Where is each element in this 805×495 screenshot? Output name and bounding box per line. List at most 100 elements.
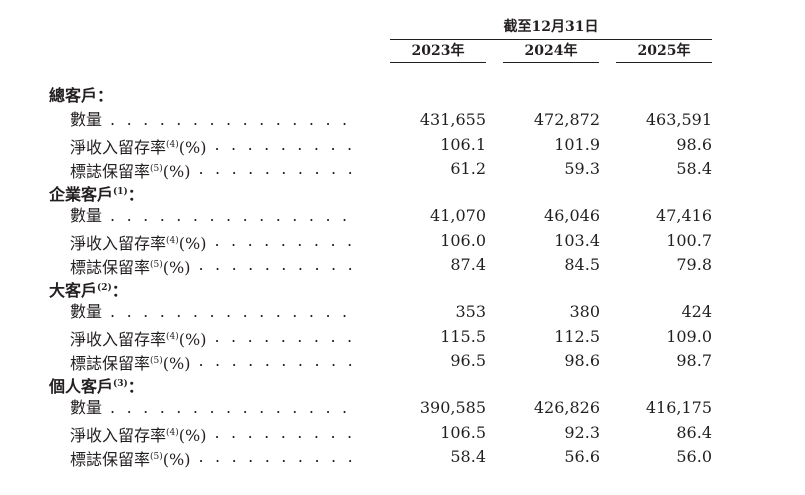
table-row: 標誌保留率(5)(%) . . . . . . . . . . . . . . .…	[70, 445, 712, 469]
cell-value: 103.4	[554, 231, 600, 250]
unit-suffix: (%)	[162, 162, 191, 181]
dot-leader: . . . . . . . . . . . . . . . . . . . . …	[198, 255, 360, 274]
section-title-colon: ：	[111, 281, 128, 300]
footnote-marker: (3)	[113, 379, 128, 389]
row-label: 數量	[70, 108, 102, 132]
section-title-total: 總客戶：	[49, 86, 113, 106]
dot-leader: . . . . . . . . . . . . . . . . . . . . …	[110, 398, 360, 417]
dot-leader: . . . . . . . . . . . . . . . . . . . . …	[110, 110, 360, 129]
dot-leader: . . . . . . . . . . . . . . . . . . . . …	[198, 447, 360, 466]
cell-value: 472,872	[533, 110, 600, 129]
table-row: 淨收入留存率(4)(%) . . . . . . . . . . . . . . …	[70, 229, 712, 253]
cell-value: 463,591	[645, 110, 712, 129]
year-header-2025: 2025年	[637, 43, 691, 59]
row-label-text: 淨收入留存率	[70, 234, 167, 253]
table-row: 標誌保留率(5)(%) . . . . . . . . . . . . . . .…	[70, 253, 712, 277]
cell-value: 112.5	[554, 327, 600, 346]
cell-value: 98.6	[564, 351, 600, 370]
cell-value: 100.7	[666, 231, 712, 250]
footnote-marker: (5)	[150, 260, 163, 270]
dot-leader: . . . . . . . . . . . . . . . . . . . . …	[110, 302, 360, 321]
row-label: 數量	[70, 204, 102, 228]
period-group-rule	[390, 39, 712, 40]
year-header-2024: 2024年	[524, 43, 578, 59]
cell-value: 92.3	[564, 423, 600, 442]
table-row: 淨收入留存率(4)(%) . . . . . . . . . . . . . . …	[70, 133, 712, 157]
row-label-text: 標誌保留率	[70, 450, 151, 469]
footnote-marker: (4)	[166, 332, 179, 342]
footnote-marker: (5)	[150, 452, 163, 462]
section-title-text: 個人客戶	[49, 377, 114, 396]
row-label-text: 數量	[70, 398, 103, 417]
footnote-marker: (4)	[166, 428, 179, 438]
row-label: 淨收入留存率(4)(%)	[70, 421, 206, 448]
row-label-text: 數量	[70, 206, 103, 225]
footnote-marker: (5)	[150, 356, 163, 366]
unit-suffix: (%)	[178, 234, 207, 253]
unit-suffix: (%)	[162, 258, 191, 277]
dot-leader: . . . . . . . . . . . . . . . . . . . . …	[110, 206, 360, 225]
cell-value: 431,655	[419, 110, 486, 129]
footnote-marker: (1)	[113, 187, 128, 197]
cell-value: 426,826	[533, 398, 600, 417]
cell-value: 106.5	[440, 423, 486, 442]
unit-suffix: (%)	[178, 138, 207, 157]
section-title-colon: ：	[97, 86, 114, 105]
cell-value: 416,175	[645, 398, 712, 417]
footnote-marker: (4)	[166, 236, 179, 246]
dot-leader: . . . . . . . . . . . . . . . . . . . . …	[198, 351, 360, 370]
unit-suffix: (%)	[178, 426, 207, 445]
dot-leader: . . . . . . . . . . . . . . . . . . . . …	[214, 135, 360, 154]
unit-suffix: (%)	[178, 330, 207, 349]
cell-value: 115.5	[440, 327, 486, 346]
cell-value: 58.4	[676, 159, 712, 178]
row-label-text: 數量	[70, 302, 103, 321]
section-title-text: 大客戶	[49, 281, 98, 300]
cell-value: 109.0	[666, 327, 712, 346]
cell-value: 46,046	[544, 206, 600, 225]
footnote-marker: (4)	[166, 140, 179, 150]
row-label-text: 標誌保留率	[70, 162, 151, 181]
cell-value: 106.0	[440, 231, 486, 250]
table-row: 數量 . . . . . . . . . . . . . . . . . . . …	[70, 204, 712, 228]
year-rule-2023	[390, 62, 486, 63]
table-row: 標誌保留率(5)(%) . . . . . . . . . . . . . . .…	[70, 157, 712, 181]
cell-value: 58.4	[450, 447, 486, 466]
section-title-large: 大客戶(2)：	[49, 278, 128, 301]
dot-leader: . . . . . . . . . . . . . . . . . . . . …	[214, 231, 360, 250]
section-title-colon: ：	[127, 185, 144, 204]
row-label: 淨收入留存率(4)(%)	[70, 325, 206, 352]
table-row: 數量 . . . . . . . . . . . . . . . . . . . …	[70, 300, 712, 324]
cell-value: 47,416	[656, 206, 712, 225]
cell-value: 98.6	[676, 135, 712, 154]
cell-value: 41,070	[430, 206, 486, 225]
cell-value: 79.8	[676, 255, 712, 274]
cell-value: 59.3	[564, 159, 600, 178]
cell-value: 101.9	[554, 135, 600, 154]
row-label: 標誌保留率(5)(%)	[70, 157, 190, 184]
dot-leader: . . . . . . . . . . . . . . . . . . . . …	[214, 423, 360, 442]
dot-leader: . . . . . . . . . . . . . . . . . . . . …	[198, 159, 360, 178]
section-title-colon: ：	[127, 377, 144, 396]
section-title-text: 企業客戶	[49, 185, 114, 204]
cell-value: 96.5	[450, 351, 486, 370]
table-row: 淨收入留存率(4)(%) . . . . . . . . . . . . . . …	[70, 421, 712, 445]
cell-value: 56.0	[676, 447, 712, 466]
row-label: 標誌保留率(5)(%)	[70, 253, 190, 280]
table-row: 數量 . . . . . . . . . . . . . . . . . . . …	[70, 396, 712, 420]
table-row: 淨收入留存率(4)(%) . . . . . . . . . . . . . . …	[70, 325, 712, 349]
row-label-text: 數量	[70, 110, 103, 129]
row-label: 數量	[70, 300, 102, 324]
cell-value: 390,585	[419, 398, 486, 417]
cell-value: 424	[681, 302, 712, 321]
cell-value: 86.4	[676, 423, 712, 442]
row-label-text: 標誌保留率	[70, 354, 151, 373]
year-header-2023: 2023年	[411, 43, 465, 59]
footnote-marker: (5)	[150, 164, 163, 174]
unit-suffix: (%)	[162, 450, 191, 469]
unit-suffix: (%)	[162, 354, 191, 373]
row-label: 標誌保留率(5)(%)	[70, 445, 190, 472]
row-label: 標誌保留率(5)(%)	[70, 349, 190, 376]
footnote-marker: (2)	[97, 283, 112, 293]
